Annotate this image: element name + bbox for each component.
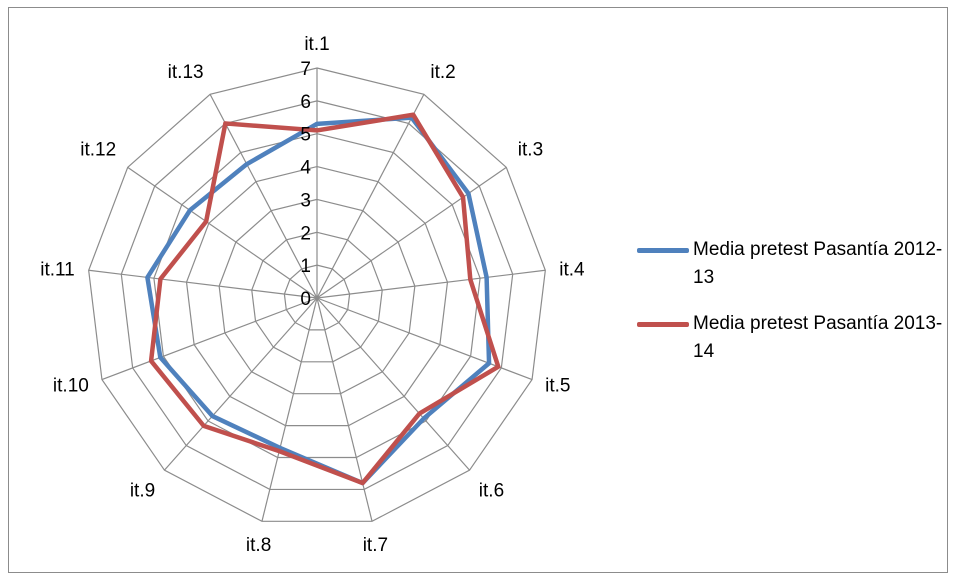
radar-series <box>145 112 501 486</box>
grid-spoke-9 <box>164 297 318 471</box>
tick-label-3: 3 <box>300 190 311 211</box>
legend-item-series-2: Media pretest Pasantía 2013-14 <box>637 310 957 384</box>
grid-ring-2 <box>251 231 383 363</box>
category-label-it-5: it.5 <box>545 376 570 397</box>
grid-spoke-2 <box>316 94 425 299</box>
grid-spoke-10 <box>101 297 318 381</box>
legend-swatch-series-1 <box>637 248 689 253</box>
legend-label-series-2: Media pretest Pasantía 2013-14 <box>693 313 943 362</box>
grid-ring-5 <box>153 133 481 459</box>
grid-spoke-6 <box>316 297 470 471</box>
grid-ring-3 <box>218 198 416 395</box>
category-label-it-10: it.10 <box>53 376 89 397</box>
category-label-it-7: it.7 <box>363 535 388 556</box>
category-label-it-6: it.6 <box>479 481 504 502</box>
grid-spoke-4 <box>316 269 546 299</box>
grid-ring-7 <box>88 67 546 522</box>
category-label-it-11: it.11 <box>40 260 75 281</box>
grid-spoke-11 <box>88 269 318 299</box>
grid-ring-6 <box>120 100 514 491</box>
category-label-it-2: it.2 <box>430 62 455 83</box>
tick-label-6: 6 <box>300 92 311 113</box>
tick-label-5: 5 <box>300 125 311 146</box>
tick-label-0: 0 <box>300 289 311 310</box>
category-labels: it.1 it.2 it.3 it.4 it.5 it.6 it.7 it.8 it.9 it.1… <box>40 34 585 556</box>
tick-label-7: 7 <box>300 59 311 80</box>
grid-ring-4 <box>185 165 449 427</box>
grid-spoke-3 <box>316 166 507 299</box>
grid-ring-1 <box>283 264 351 331</box>
legend: Media pretest Pasantía 2012-13 Media pre… <box>637 236 957 384</box>
series-line-2 <box>148 112 501 486</box>
category-label-it-12: it.12 <box>80 139 116 160</box>
category-label-it-8: it.8 <box>246 535 271 556</box>
radial-axis-ticks: 0 1 2 3 4 5 6 7 <box>300 59 311 310</box>
grid-spoke-8 <box>261 297 318 522</box>
legend-label-series-1: Media pretest Pasantía 2012-13 <box>693 239 943 288</box>
category-label-it-1: it.1 <box>304 34 329 55</box>
grid-spoke-7 <box>316 297 373 522</box>
grid-spoke-13 <box>209 94 318 299</box>
category-label-it-9: it.9 <box>130 481 155 502</box>
category-label-it-13: it.13 <box>168 62 204 83</box>
category-label-it-4: it.4 <box>559 260 585 281</box>
tick-label-4: 4 <box>300 158 311 179</box>
grid-spoke-12 <box>127 166 318 299</box>
tick-label-2: 2 <box>300 223 311 244</box>
legend-item-series-1: Media pretest Pasantía 2012-13 <box>637 236 957 310</box>
legend-swatch-series-2 <box>637 322 689 327</box>
series-line-1 <box>145 115 492 486</box>
category-label-it-3: it.3 <box>518 139 543 160</box>
tick-label-1: 1 <box>300 256 311 277</box>
